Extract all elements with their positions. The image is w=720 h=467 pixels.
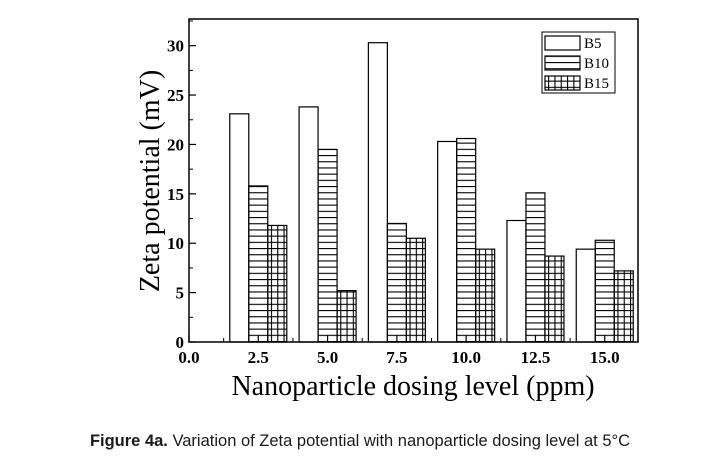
y-tick-label: 10 xyxy=(167,234,184,253)
caption-text: Variation of Zeta potential with nanopar… xyxy=(167,432,631,450)
bar-b15 xyxy=(475,248,496,343)
x-tick-label: 0.0 xyxy=(178,348,199,367)
bar-b5 xyxy=(298,106,319,343)
legend-label-b10: B10 xyxy=(584,56,609,72)
plot-frame xyxy=(188,18,639,343)
x-tick-label: 2.5 xyxy=(248,348,269,367)
x-tick-label: 15.0 xyxy=(590,348,620,367)
bar-b10 xyxy=(248,185,269,343)
y-tick-label: 20 xyxy=(167,135,184,154)
caption-label: Figure 4a. xyxy=(89,432,168,450)
x-tick-label: 10.0 xyxy=(451,348,481,367)
bar-b15 xyxy=(405,237,426,343)
legend: B5 B10 B15 xyxy=(541,31,616,94)
x-axis-title: Nanoparticle dosing level (ppm) xyxy=(231,371,594,402)
y-tick-label: 0 xyxy=(176,333,185,352)
bar-b10 xyxy=(594,239,615,343)
y-tick-label: 15 xyxy=(167,185,184,204)
x-tick-label: 12.5 xyxy=(521,348,551,367)
bar-b5 xyxy=(229,113,250,343)
legend-swatch-b10 xyxy=(544,55,581,71)
bar-b10 xyxy=(456,137,477,343)
legend-label-b15: B15 xyxy=(584,76,609,92)
bar-b10 xyxy=(525,192,546,343)
bar-b15 xyxy=(336,290,357,343)
bar-b10 xyxy=(386,222,407,343)
y-axis: 0 5 10 15 20 25 30 xyxy=(167,20,196,352)
bar-b5 xyxy=(437,140,458,343)
legend-label-b5: B5 xyxy=(584,36,602,52)
y-tick-label: 30 xyxy=(167,37,184,56)
y-tick-label: 5 xyxy=(176,284,185,303)
figure-caption: Figure 4a. Variation of Zeta potential w… xyxy=(0,432,720,451)
bar-b10 xyxy=(317,148,338,343)
bar-b15 xyxy=(613,270,634,343)
bar-b5 xyxy=(506,219,527,343)
bar-b5 xyxy=(575,248,596,343)
x-tick-label: 5.0 xyxy=(317,348,338,367)
y-axis-title: Zeta potential (mV) xyxy=(135,70,166,292)
x-tick-label: 7.5 xyxy=(386,348,407,367)
x-axis: 0.0 2.5 5.0 7.5 10.0 12.5 15.0 xyxy=(178,335,620,367)
bars-group xyxy=(229,42,634,343)
bar-b15 xyxy=(267,224,288,343)
legend-swatch-b15 xyxy=(544,75,581,91)
legend-swatch-b5 xyxy=(544,35,581,51)
y-tick-label: 25 xyxy=(167,86,184,105)
bar-b5 xyxy=(367,42,388,343)
bar-b15 xyxy=(544,255,565,343)
bar-chart: 0 5 10 15 20 25 30 0.0 2.5 5.0 7.5 10.0 12.5 15.0 Ze… xyxy=(135,18,639,402)
